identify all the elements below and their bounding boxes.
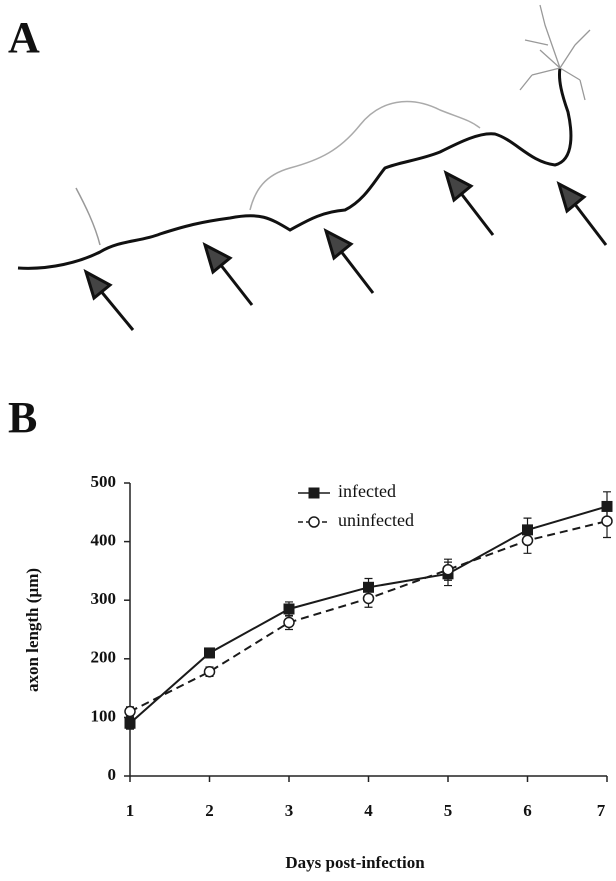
x-tick-label: 7: [597, 801, 606, 820]
neuron-drawing: [17, 4, 591, 270]
data-point: [203, 665, 216, 678]
data-point: [124, 717, 136, 729]
data-point: [362, 592, 375, 605]
x-tick-label: 3: [285, 801, 294, 820]
y-tick-label: 500: [91, 472, 117, 491]
y-tick-label: 0: [108, 765, 117, 784]
data-point: [204, 647, 215, 659]
y-tick-label: 300: [91, 589, 117, 608]
x-tick-label: 1: [126, 801, 135, 820]
x-tick-label: 2: [205, 801, 214, 820]
legend-label: uninfected: [338, 510, 414, 530]
data-point: [601, 515, 613, 527]
data-point: [124, 705, 136, 718]
panel-label: B: [8, 393, 37, 442]
y-tick-label: 200: [91, 648, 117, 667]
arrows: [83, 170, 608, 331]
x-tick-label: 5: [444, 801, 453, 820]
x-axis-label: Days post-infection: [285, 853, 425, 872]
y-axis-label: axon length (µm): [23, 568, 42, 692]
data-point: [283, 603, 295, 615]
legend-label: infected: [338, 481, 396, 501]
panel-label: A: [8, 13, 40, 62]
legend-marker: [308, 487, 320, 499]
legend-marker: [308, 516, 320, 528]
series-line: [129, 520, 608, 713]
data-point: [442, 563, 454, 576]
x-tick-label: 4: [364, 801, 373, 820]
y-tick-label: 400: [91, 531, 117, 550]
data-point: [283, 616, 295, 629]
x-tick-label: 6: [523, 801, 532, 820]
y-tick-label: 100: [91, 706, 117, 725]
data-point: [521, 534, 534, 547]
